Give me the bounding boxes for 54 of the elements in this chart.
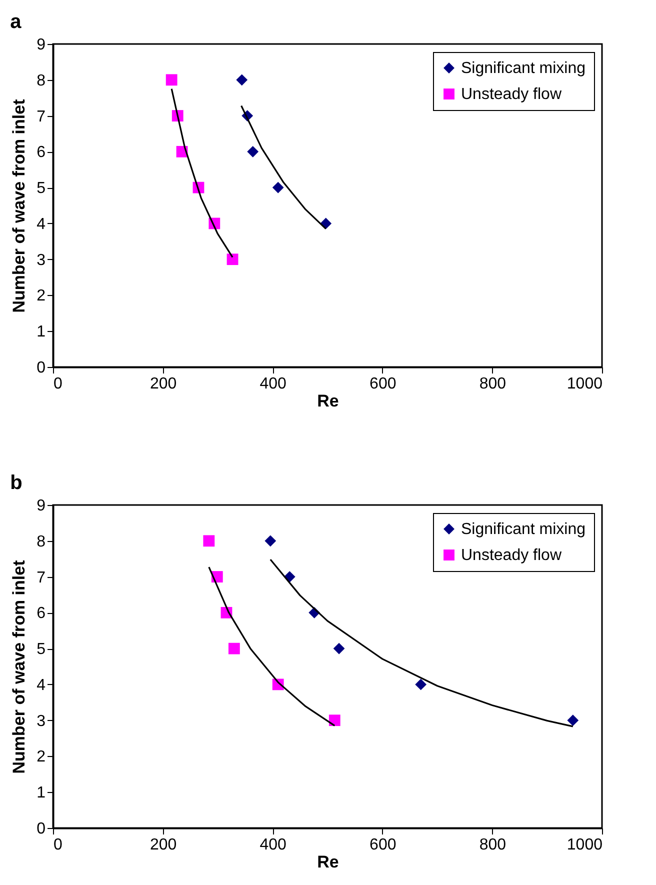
legend-label: Significant mixing [461, 60, 586, 77]
y-tick-label: 9 [36, 498, 46, 514]
x-tick-label: 0 [54, 836, 62, 854]
point [567, 714, 579, 726]
point [226, 254, 238, 266]
point [264, 535, 276, 547]
point [203, 535, 215, 547]
y-tick-label: 8 [36, 72, 46, 90]
legend-label: Significant mixing [461, 521, 586, 538]
point [247, 146, 259, 158]
x-tick-label: 200 [150, 376, 177, 392]
point [166, 74, 178, 86]
y-tick-label: 0 [36, 360, 46, 376]
x-tick-label: 400 [260, 836, 287, 854]
y-tick-label: 3 [36, 712, 46, 730]
x-axis-title: Re [317, 392, 339, 410]
x-tick-label: 800 [479, 836, 506, 854]
y-tick-label: 6 [36, 605, 46, 622]
x-tick-label: 800 [479, 376, 506, 392]
x-tick-label: 400 [260, 376, 287, 392]
chart-title: a [10, 11, 22, 33]
y-tick-label: 2 [36, 748, 46, 766]
x-tick-label: 200 [150, 836, 177, 854]
y-tick-label: 6 [36, 144, 46, 162]
x-tick-label: 600 [370, 836, 396, 854]
x-tick-label: 1000 [566, 836, 603, 854]
y-tick-label: 2 [36, 288, 46, 305]
y-tick-label: 4 [36, 216, 46, 233]
y-tick-label: 5 [36, 641, 46, 658]
point [333, 642, 345, 654]
chart-title: b [10, 472, 22, 494]
y-tick-label: 0 [36, 820, 46, 838]
x-tick-label: 1000 [566, 376, 603, 392]
point [272, 182, 284, 194]
y-tick-label: 5 [36, 180, 46, 198]
point [228, 642, 240, 654]
x-tick-label: 0 [54, 376, 62, 392]
y-tick-label: 9 [36, 36, 46, 54]
x-axis-title: Re [317, 852, 339, 872]
point [415, 678, 427, 690]
y-tick-label: 7 [36, 569, 46, 586]
y-tick-label: 3 [36, 252, 46, 269]
y-tick-label: 7 [36, 108, 46, 126]
y-axis-title: Number of wave from inlet [10, 98, 29, 313]
y-tick-label: 1 [36, 784, 46, 802]
legend-label: Unsteady flow [461, 86, 562, 103]
point [236, 74, 248, 86]
point [328, 714, 340, 726]
y-axis-title: Number of wave from inlet [10, 560, 29, 774]
x-tick-label: 600 [370, 376, 396, 392]
y-tick-label: 4 [36, 676, 46, 694]
y-tick-label: 1 [36, 324, 46, 341]
legend-label: Unsteady flow [461, 547, 562, 564]
y-tick-label: 8 [36, 533, 46, 550]
